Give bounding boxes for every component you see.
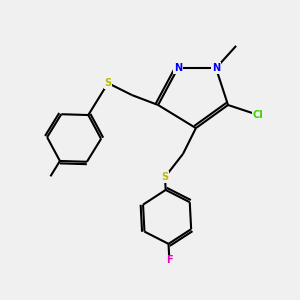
Text: S: S (161, 172, 169, 182)
Text: Cl: Cl (253, 110, 263, 120)
Text: S: S (104, 78, 112, 88)
Text: N: N (212, 63, 220, 73)
Text: F: F (166, 255, 173, 265)
Text: N: N (174, 63, 182, 73)
